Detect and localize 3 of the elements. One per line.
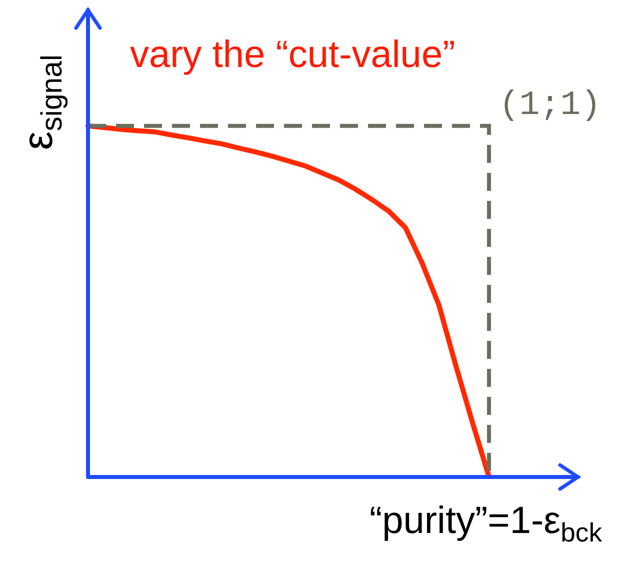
x-axis-title: “purity”=1-ε$_{bck}$	[369, 500, 602, 549]
chart-title: vary the “cut-value”	[130, 34, 456, 77]
text: (1;1)	[499, 86, 602, 125]
